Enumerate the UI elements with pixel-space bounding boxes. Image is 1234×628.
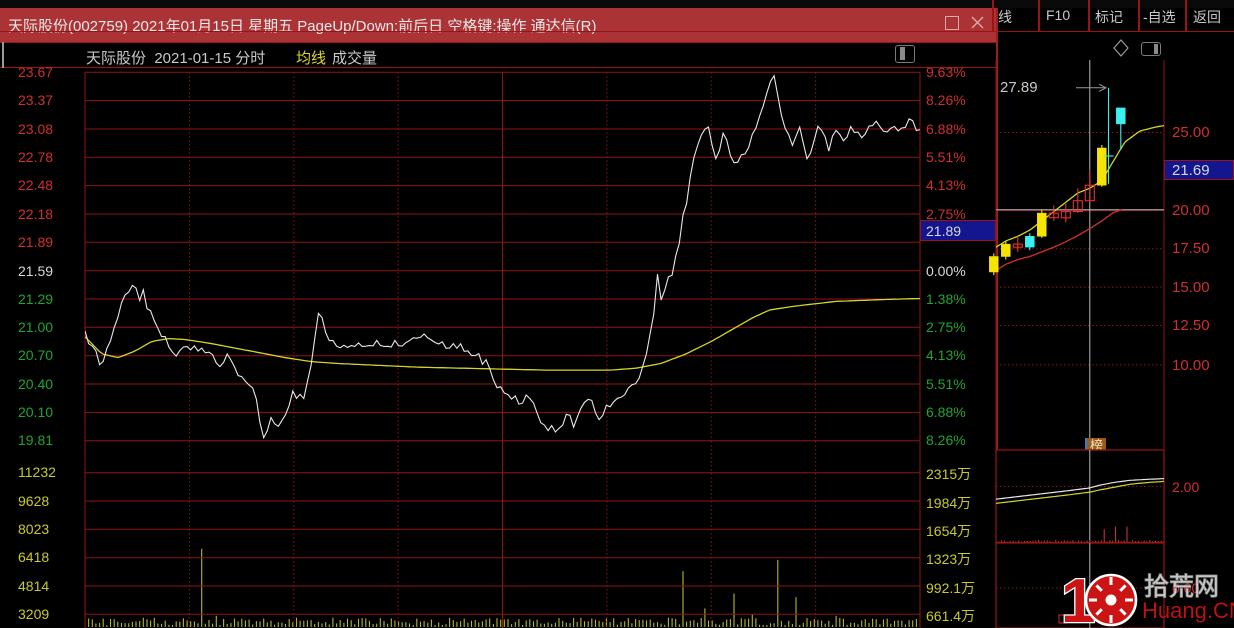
svg-text:拾荒网: 拾荒网: [1144, 573, 1219, 601]
svg-text:Huang.CN: Huang.CN: [1142, 598, 1234, 623]
